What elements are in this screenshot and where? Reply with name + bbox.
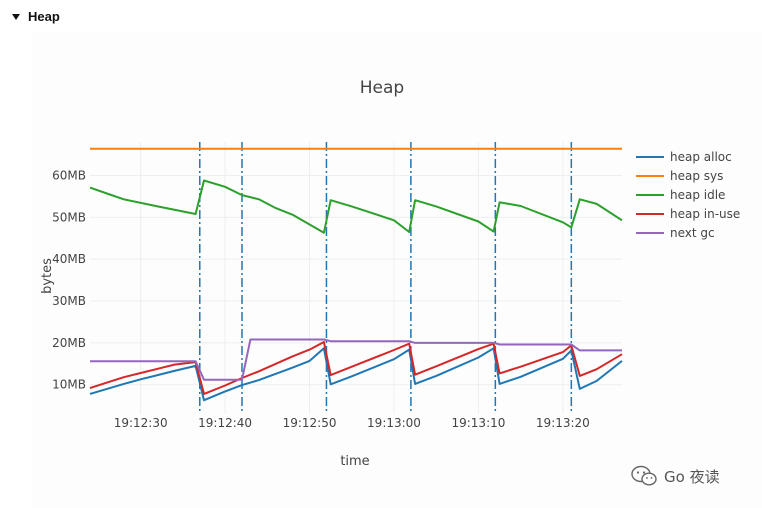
- x-tick-label: 19:12:40: [198, 416, 252, 430]
- legend-label: heap sys: [670, 169, 723, 183]
- legend-item-heap-idle[interactable]: heap idle: [636, 188, 725, 202]
- series-line-heap-in-use: [89, 341, 623, 395]
- legend-item-heap-alloc[interactable]: heap alloc: [636, 150, 732, 164]
- y-tick-label: 40MB: [52, 252, 86, 266]
- series-line-heap-alloc: [89, 347, 623, 402]
- x-axis-label: time: [340, 454, 369, 469]
- y-tick-label: 60MB: [52, 168, 86, 182]
- series-line-heap-idle: [89, 179, 623, 234]
- legend-label: next gc: [670, 226, 715, 240]
- y-tick-label: 20MB: [52, 336, 86, 350]
- y-axis-label: bytes: [40, 258, 55, 294]
- legend: heap alloc heap sys heap idle heap in-use ne…: [636, 150, 740, 240]
- series-line-next-gc: [90, 338, 622, 381]
- x-axis-ticks: 19:12:30 19:12:40 19:12:50 19:13:00 19:13:10…: [114, 416, 590, 430]
- legend-label: heap idle: [670, 188, 725, 202]
- x-tick-label: 19:13:10: [451, 416, 505, 430]
- chart-panel: Heap 10MB 20MB 30MB 40MB 50MB 60MB 19:12:30 19…: [32, 32, 762, 508]
- legend-item-next-gc[interactable]: next gc: [636, 226, 715, 240]
- y-tick-label: 50MB: [52, 210, 86, 224]
- y-axis-ticks: 10MB 20MB 30MB 40MB 50MB 60MB: [52, 168, 86, 391]
- legend-item-heap-in-use[interactable]: heap in-use: [636, 207, 740, 221]
- watermark-text: Go 夜读: [664, 467, 720, 486]
- wechat-icon: [631, 465, 657, 486]
- series-lines: [89, 147, 623, 402]
- x-tick-label: 19:13:00: [367, 416, 421, 430]
- section-title: Heap: [28, 8, 60, 24]
- watermark: Go 夜读: [630, 462, 720, 490]
- x-tick-label: 19:12:30: [114, 416, 168, 430]
- x-tick-label: 19:12:50: [283, 416, 337, 430]
- y-tick-label: 30MB: [52, 294, 86, 308]
- grid: [90, 142, 622, 414]
- legend-item-heap-sys[interactable]: heap sys: [636, 169, 723, 183]
- legend-label: heap in-use: [670, 207, 740, 221]
- chart-title: Heap: [360, 78, 404, 98]
- section-toggle[interactable]: Heap: [12, 6, 60, 26]
- caret-down-icon: [12, 13, 20, 20]
- y-tick-label: 10MB: [52, 378, 86, 392]
- legend-label: heap alloc: [670, 150, 732, 164]
- x-tick-label: 19:13:20: [536, 416, 590, 430]
